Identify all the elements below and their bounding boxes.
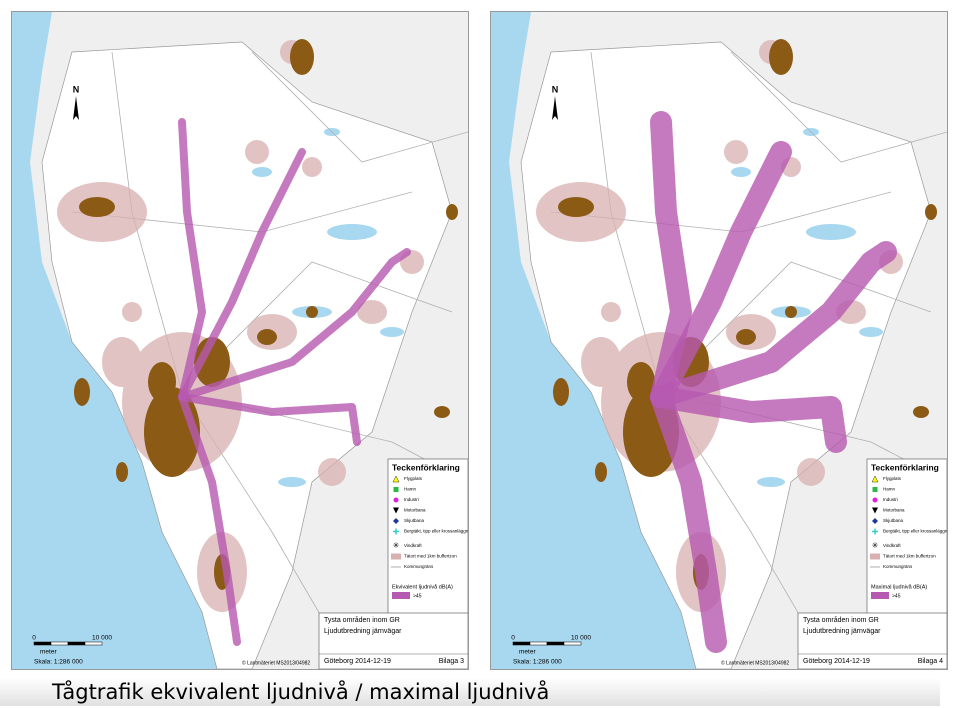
- legend-symbol: [393, 487, 399, 492]
- title-block: [797, 612, 947, 669]
- north-arrow: [552, 96, 558, 120]
- title-block: [318, 612, 468, 669]
- legend-symbol: [393, 497, 399, 503]
- caption: Tågtrafik ekvivalent ljudnivå / maximal …: [0, 678, 940, 706]
- legend-item: Flygplats: [883, 476, 902, 481]
- legend-symbol: [871, 475, 879, 483]
- legend-symbol: ✳: [872, 541, 879, 550]
- map: N Teckenförklaring Flygplats Hamn Industri Mo…: [490, 11, 948, 670]
- north-label: N: [73, 84, 80, 94]
- legend-item: Skjutbana: [404, 518, 425, 523]
- legend-item: Kommungräns: [404, 564, 434, 569]
- legend-symbol: [872, 507, 878, 514]
- scale-tick: 10 000: [571, 635, 591, 642]
- title-line: Ljudutbredning järnvägar: [803, 628, 881, 635]
- legend-symbol: [872, 497, 878, 503]
- legend-symbol: ✳: [393, 541, 400, 550]
- legend-item: Motorbana: [404, 508, 426, 513]
- legend-symbol: [872, 528, 878, 535]
- legend-item: Flygplats: [404, 476, 423, 481]
- legend-item: Kommungräns: [883, 564, 913, 569]
- scale-bar: [84, 641, 103, 646]
- legend-item: Industri: [883, 497, 898, 502]
- rail-noise-corridor: [650, 386, 847, 453]
- scale-bar: [67, 641, 86, 646]
- appendix: Bilaga 4: [918, 658, 943, 665]
- legend-symbol: [392, 475, 400, 483]
- legend-title: Teckenförklaring: [392, 462, 460, 472]
- value-legend-swatch: [392, 592, 410, 599]
- legend-item: Bergtäkt, tipp eller krossanläggning: [883, 529, 948, 534]
- date: Göteborg 2014-12-19: [803, 658, 870, 665]
- scale-bar: [563, 641, 582, 646]
- value-legend-swatch: [871, 592, 889, 599]
- legend-item: Tätort med 1km buffertzon: [883, 554, 936, 559]
- rail-noise-corridor: [178, 393, 241, 646]
- legend-item: Tätort med 1km buffertzon: [404, 554, 457, 559]
- scale-bar: [546, 641, 565, 646]
- north-arrow: [73, 96, 79, 120]
- date: Göteborg 2014-12-19: [324, 658, 391, 665]
- legend-item: Vindkraft: [883, 543, 901, 548]
- legend-symbol: [872, 518, 878, 524]
- rail-noise-corridor: [178, 248, 411, 401]
- legend-item: Industri: [404, 497, 419, 502]
- title-line: Tysta områden inom GR: [803, 616, 879, 624]
- legend-item: Hamn: [404, 487, 417, 492]
- scale-tick: 0: [511, 635, 515, 642]
- rail-noise-corridor: [650, 241, 897, 408]
- legend-symbol: [393, 518, 399, 524]
- scale: Skala: 1:286 000: [34, 659, 83, 666]
- map: N Teckenförklaring Flygplats Hamn Industri Mo…: [11, 11, 469, 670]
- rail-noise-corridor: [650, 386, 727, 653]
- copyright: © Lantmäteriet MS2013/04982: [721, 659, 789, 666]
- legend-item: Hamn: [883, 487, 896, 492]
- scale-bar: [512, 641, 531, 646]
- legend-item: Bergtäkt, tipp eller krossanläggning: [404, 529, 469, 534]
- copyright: © Lantmäteriet MS2013/04982: [242, 659, 310, 666]
- value-legend-title: Ekvivalent ljudnivå dB(A): [392, 583, 453, 590]
- value-legend-item: >45: [892, 593, 901, 599]
- title-line: Tysta områden inom GR: [324, 616, 400, 624]
- legend-box: [866, 458, 947, 615]
- legend-symbol: [870, 553, 880, 560]
- rail-noise-corridor: [178, 118, 206, 401]
- rail-noise-corridor: [178, 148, 306, 401]
- scale-unit: meter: [519, 649, 536, 656]
- legend-item: Motorbana: [883, 508, 905, 513]
- value-legend-title: Maximal ljudnivå dB(A): [871, 583, 927, 590]
- value-legend-item: >45: [413, 593, 422, 599]
- legend-symbol: [393, 507, 399, 514]
- legend-symbol: [393, 528, 399, 535]
- scale-unit: meter: [40, 649, 57, 656]
- appendix: Bilaga 3: [439, 658, 464, 665]
- legend-symbol: [872, 487, 878, 492]
- legend-title: Teckenförklaring: [871, 462, 939, 472]
- legend-item: Skjutbana: [883, 518, 904, 523]
- scale-bar: [529, 641, 548, 646]
- scale-bar: [50, 641, 69, 646]
- scale-tick: 0: [32, 635, 36, 642]
- title-line: Ljudutbredning järnvägar: [324, 628, 402, 635]
- rail-noise-corridor: [178, 393, 361, 446]
- scale-tick: 10 000: [92, 635, 112, 642]
- rail-noise-corridor: [650, 141, 792, 408]
- scale: Skala: 1:286 000: [513, 659, 562, 666]
- legend-box: [387, 458, 468, 615]
- legend-symbol: [391, 553, 401, 560]
- north-label: N: [552, 84, 559, 94]
- scale-bar: [33, 641, 52, 646]
- legend-item: Vindkraft: [404, 543, 422, 548]
